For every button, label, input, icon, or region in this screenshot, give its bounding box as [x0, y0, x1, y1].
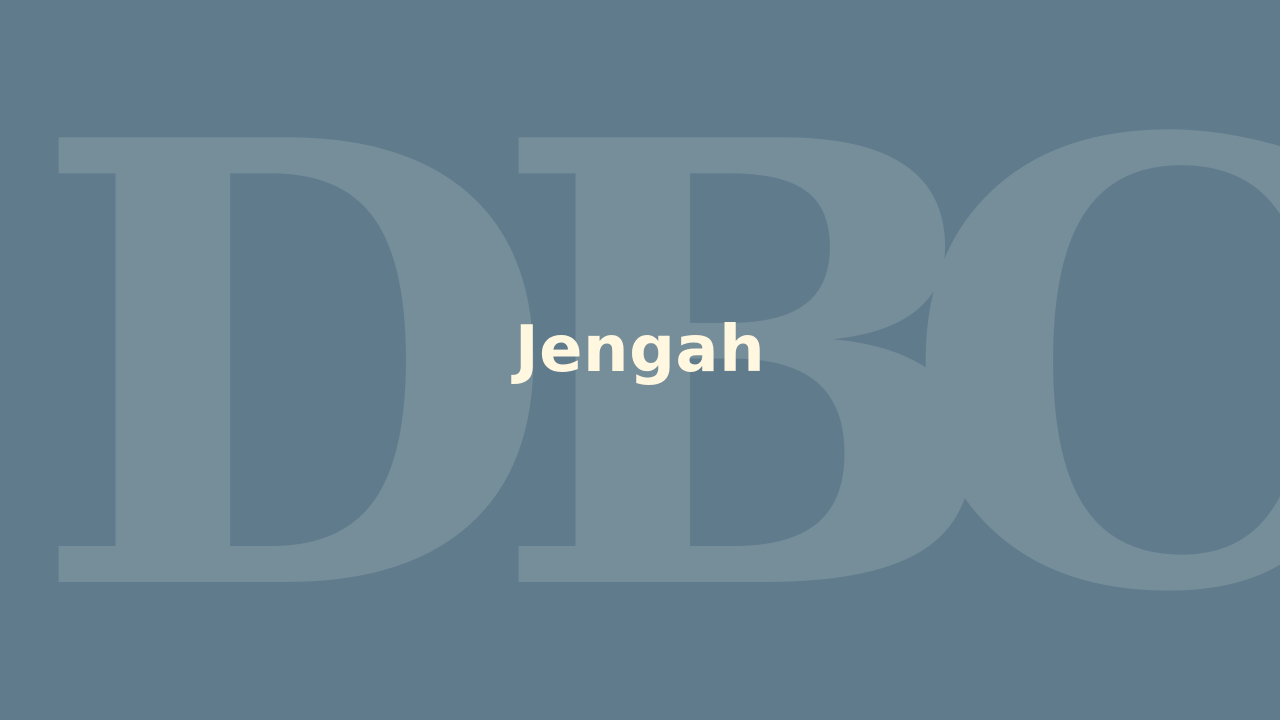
background-letter-d: D	[30, 9, 559, 720]
page-title: Jengah	[514, 313, 766, 387]
background-letter-c: C	[900, 9, 1280, 720]
background-letter-b: B	[490, 9, 1006, 720]
